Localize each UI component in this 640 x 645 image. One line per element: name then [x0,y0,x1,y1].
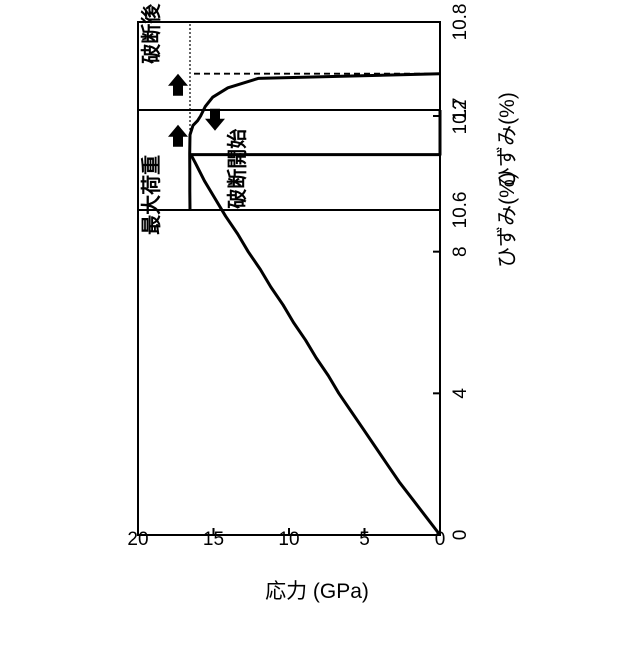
annotation-fracture-start: 破断開始 [225,129,249,209]
max-load-annotation: 最大荷重 [139,125,188,235]
x-axis-label: ひずみ(%) [496,92,519,188]
x-tick-label: 4 [450,388,471,399]
x-tick-label: 10.6 [450,192,471,229]
x-tick-label: 10.7 [450,98,471,135]
y-axis-label: 応力 (GPa) [265,580,369,603]
annotation-max-load: 最大荷重 [139,155,163,235]
y-tick-label: 15 [203,529,224,550]
arrow-right-icon [168,74,188,96]
plot-frame [138,110,440,535]
arrow-right-icon [168,125,188,147]
stress-strain-chart: 04812 05101520 ひずみ(%) 応力 (GPa) [127,99,519,603]
plot-frame [138,22,440,210]
fracture-zoom-chart: 10.6 10.7 10.8 ひずみ(%) 最大荷重 破断開始 破断後 [138,3,519,235]
x-ticks: 10.6 10.7 10.8 [433,4,471,229]
y-tick-label: 5 [359,529,370,550]
after-fracture-annotation: 破断後 [139,3,188,96]
annotation-after-fracture: 破断後 [139,3,163,64]
y-tick-label: 10 [278,529,299,550]
x-tick-label: 10.8 [450,4,471,41]
x-ticks: 04812 [433,99,471,540]
arrow-left-icon [205,109,225,131]
y-ticks: 05101520 [127,528,445,550]
y-tick-label: 20 [127,529,148,550]
x-tick-label: 0 [450,530,471,541]
x-tick-label: 8 [450,246,471,257]
